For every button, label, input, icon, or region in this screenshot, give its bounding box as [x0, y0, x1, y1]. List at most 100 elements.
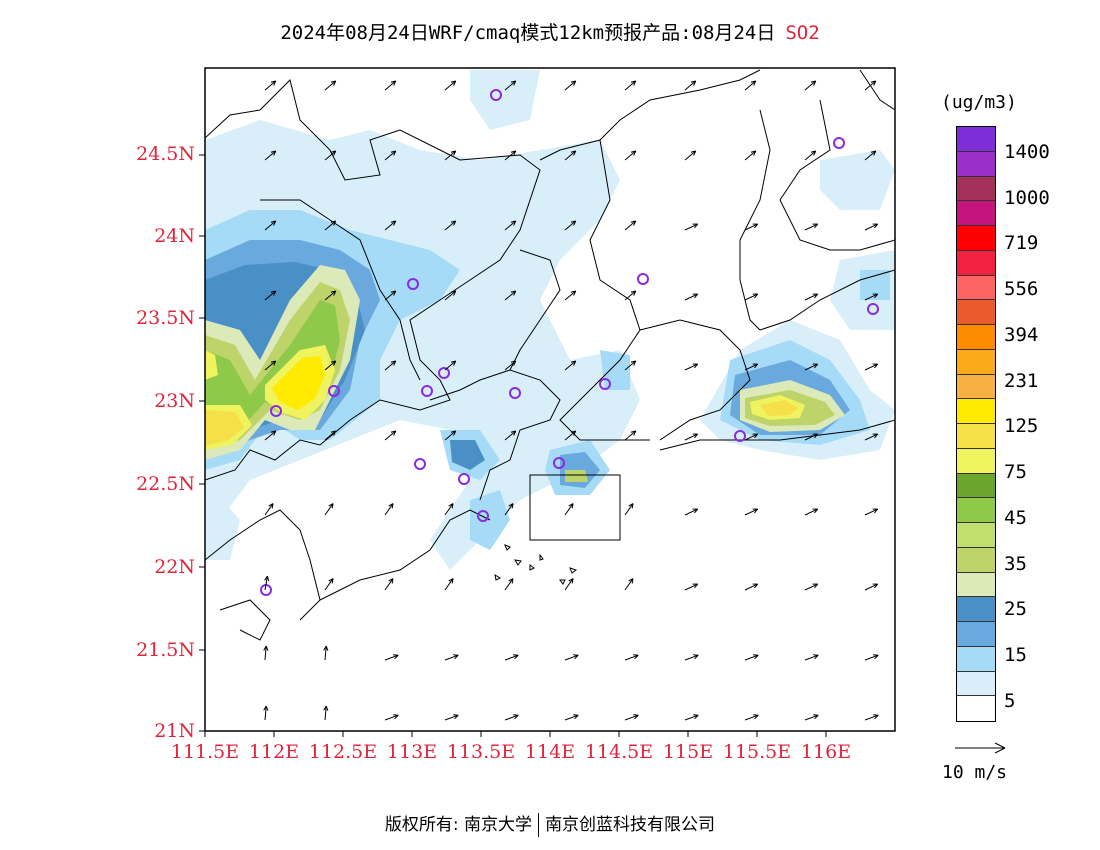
lon-label: 115E [662, 741, 714, 763]
station-marker [509, 387, 521, 399]
wind-arrow-icon [864, 150, 877, 161]
wind-arrow-icon [864, 80, 877, 91]
legend-level: 75 [1004, 461, 1027, 483]
wind-arrow-icon [804, 433, 819, 441]
wind-arrow-icon [744, 80, 757, 91]
wind-arrow-icon [564, 503, 574, 516]
lat-label: 24.5N [136, 143, 195, 165]
wind-arrow-icon [684, 433, 699, 441]
wind-arrow-icon [504, 578, 514, 591]
legend-swatch [957, 374, 995, 400]
wind-arrow-icon [264, 80, 277, 91]
wind-arrow-icon [384, 150, 397, 161]
legend-swatch [957, 424, 995, 449]
station-marker [490, 89, 502, 101]
wind-arrow-icon [504, 80, 517, 91]
wind-arrow-icon [264, 220, 277, 231]
chart-title: 2024年08月24日WRF/cmaq模式12km预报产品:08月24日 SO2 [0, 18, 1100, 45]
legend-swatch [957, 325, 995, 350]
wind-arrow-icon [804, 223, 819, 231]
wind-arrow-icon [504, 150, 517, 161]
wind-arrow-icon [744, 714, 759, 721]
wind-arrow-icon [444, 290, 457, 301]
wind-arrow-icon [564, 578, 574, 591]
wind-arrow-icon [684, 80, 697, 91]
wind-arrow-icon [804, 293, 819, 301]
legend-level: 719 [1004, 232, 1039, 254]
legend-level: 556 [1004, 278, 1039, 300]
wind-arrow-icon [324, 220, 337, 231]
wind-arrow-icon [264, 430, 277, 441]
wind-arrow-icon [324, 503, 334, 516]
wind-arrow-icon [323, 645, 329, 661]
wind-arrow-icon [804, 80, 817, 91]
boundary-lines [205, 69, 895, 641]
wind-arrow-icon [384, 360, 397, 371]
wind-arrow-icon [804, 363, 819, 371]
legend-swatch [957, 226, 995, 251]
wind-arrow-icon [864, 583, 879, 591]
station-marker [637, 273, 649, 285]
wind-arrow-icon [864, 508, 879, 516]
wind-arrow-icon [624, 503, 634, 516]
wind-arrow-icon [324, 150, 337, 161]
legend-swatch [957, 349, 995, 375]
station-marker [833, 137, 845, 149]
legend-swatch [957, 646, 995, 672]
wind-reference-label: 10 m/s [942, 762, 1008, 783]
wind-arrow-icon [864, 223, 879, 231]
wind-arrow-icon [564, 80, 577, 91]
wind-arrow-icon [324, 430, 337, 441]
legend-swatch [957, 176, 995, 202]
wind-arrow-icon [684, 293, 699, 301]
wind-arrow-icon [684, 714, 699, 721]
wind-arrow-icon [384, 578, 394, 591]
islands [494, 544, 578, 585]
station-marker [407, 278, 419, 290]
wind-arrow-icon [564, 150, 577, 161]
wind-arrow-icon [263, 645, 269, 661]
wind-arrow-icon [684, 223, 699, 231]
wind-arrow-icon [804, 654, 819, 661]
lon-label: 116E [800, 741, 852, 763]
wind-arrow-icon [744, 293, 759, 301]
station-marker [270, 405, 282, 417]
wind-arrow-icon [684, 150, 697, 161]
wind-arrow-icon [263, 705, 269, 721]
wind-arrow-icon [444, 430, 457, 441]
legend-swatch [957, 671, 995, 697]
lat-label: 23.5N [136, 307, 195, 329]
wind-arrow-icon [264, 290, 277, 301]
legend-unit: (ug/m3) [941, 92, 1017, 113]
wind-arrow-icon [504, 654, 519, 661]
wind-arrow-icon [384, 654, 399, 661]
legend-level: 1400 [1004, 141, 1050, 163]
legend-level: 231 [1004, 370, 1039, 392]
legend-level: 125 [1004, 415, 1039, 437]
wind-arrow-icon [684, 363, 699, 371]
wind-arrow-icon [744, 433, 759, 441]
wind-arrow-icon [804, 714, 819, 721]
wind-arrow-icon [444, 80, 457, 91]
wind-arrow-icon [624, 150, 637, 161]
wind-arrow-icon [864, 363, 879, 371]
legend-level: 35 [1004, 553, 1027, 575]
wind-arrow-icon [384, 430, 397, 441]
wind-arrow-icon [744, 654, 759, 661]
wind-arrow-icon [504, 714, 519, 721]
lat-label: 23N [154, 390, 195, 412]
wind-arrow-icon [564, 430, 577, 441]
wind-arrow-icon [744, 583, 759, 591]
station-marker [599, 378, 611, 390]
wind-arrow-icon [323, 705, 329, 721]
wind-arrow-icon [444, 150, 457, 161]
wind-arrow-icon [624, 654, 639, 661]
legend-swatch [957, 523, 995, 548]
wind-arrow-icon [804, 583, 819, 591]
wind-arrow-icon [444, 578, 454, 591]
copyright-footer: 版权所有: 南京大学 南京创蓝科技有限公司 [0, 810, 1100, 837]
lon-label: 114E [524, 741, 576, 763]
station-marker [477, 510, 489, 522]
lon-label: 115.5E [722, 741, 792, 763]
wind-arrow-icon [264, 150, 277, 161]
